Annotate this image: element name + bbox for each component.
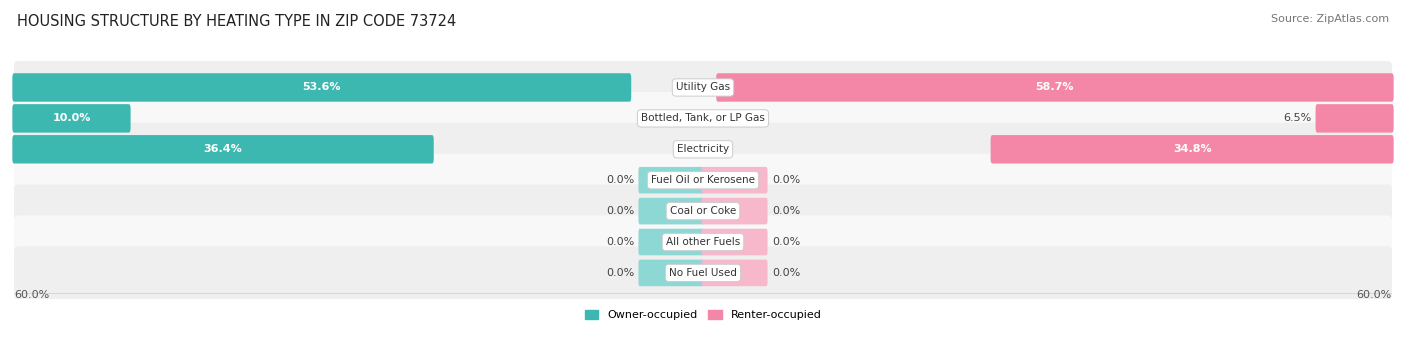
- FancyBboxPatch shape: [716, 73, 1393, 102]
- Text: 60.0%: 60.0%: [1357, 290, 1392, 300]
- Text: Source: ZipAtlas.com: Source: ZipAtlas.com: [1271, 14, 1389, 23]
- Text: 0.0%: 0.0%: [606, 268, 634, 278]
- Text: All other Fuels: All other Fuels: [666, 237, 740, 247]
- Text: 0.0%: 0.0%: [772, 268, 800, 278]
- Text: 58.7%: 58.7%: [1036, 83, 1074, 92]
- Text: 0.0%: 0.0%: [606, 206, 634, 216]
- Text: 6.5%: 6.5%: [1284, 113, 1312, 123]
- Text: 0.0%: 0.0%: [772, 175, 800, 185]
- Text: Coal or Coke: Coal or Coke: [669, 206, 737, 216]
- FancyBboxPatch shape: [638, 198, 704, 224]
- FancyBboxPatch shape: [1316, 104, 1393, 133]
- FancyBboxPatch shape: [638, 229, 704, 255]
- FancyBboxPatch shape: [702, 229, 768, 255]
- Text: 10.0%: 10.0%: [52, 113, 90, 123]
- Text: 53.6%: 53.6%: [302, 83, 342, 92]
- FancyBboxPatch shape: [991, 135, 1393, 164]
- FancyBboxPatch shape: [702, 260, 768, 286]
- FancyBboxPatch shape: [13, 246, 1393, 300]
- FancyBboxPatch shape: [702, 167, 768, 193]
- Text: 34.8%: 34.8%: [1173, 144, 1212, 154]
- FancyBboxPatch shape: [13, 104, 131, 133]
- Legend: Owner-occupied, Renter-occupied: Owner-occupied, Renter-occupied: [581, 305, 825, 325]
- FancyBboxPatch shape: [702, 198, 768, 224]
- Text: 0.0%: 0.0%: [772, 206, 800, 216]
- Text: Utility Gas: Utility Gas: [676, 83, 730, 92]
- FancyBboxPatch shape: [638, 260, 704, 286]
- Text: 60.0%: 60.0%: [14, 290, 49, 300]
- Text: 0.0%: 0.0%: [606, 175, 634, 185]
- Text: HOUSING STRUCTURE BY HEATING TYPE IN ZIP CODE 73724: HOUSING STRUCTURE BY HEATING TYPE IN ZIP…: [17, 14, 456, 29]
- FancyBboxPatch shape: [13, 135, 433, 164]
- Text: Bottled, Tank, or LP Gas: Bottled, Tank, or LP Gas: [641, 113, 765, 123]
- Text: 0.0%: 0.0%: [606, 237, 634, 247]
- Text: Electricity: Electricity: [676, 144, 730, 154]
- FancyBboxPatch shape: [13, 61, 1393, 114]
- Text: Fuel Oil or Kerosene: Fuel Oil or Kerosene: [651, 175, 755, 185]
- Text: No Fuel Used: No Fuel Used: [669, 268, 737, 278]
- FancyBboxPatch shape: [13, 216, 1393, 269]
- FancyBboxPatch shape: [13, 73, 631, 102]
- Text: 36.4%: 36.4%: [204, 144, 242, 154]
- FancyBboxPatch shape: [13, 92, 1393, 145]
- FancyBboxPatch shape: [13, 154, 1393, 207]
- FancyBboxPatch shape: [13, 185, 1393, 238]
- Text: 0.0%: 0.0%: [772, 237, 800, 247]
- FancyBboxPatch shape: [13, 123, 1393, 176]
- FancyBboxPatch shape: [638, 167, 704, 193]
